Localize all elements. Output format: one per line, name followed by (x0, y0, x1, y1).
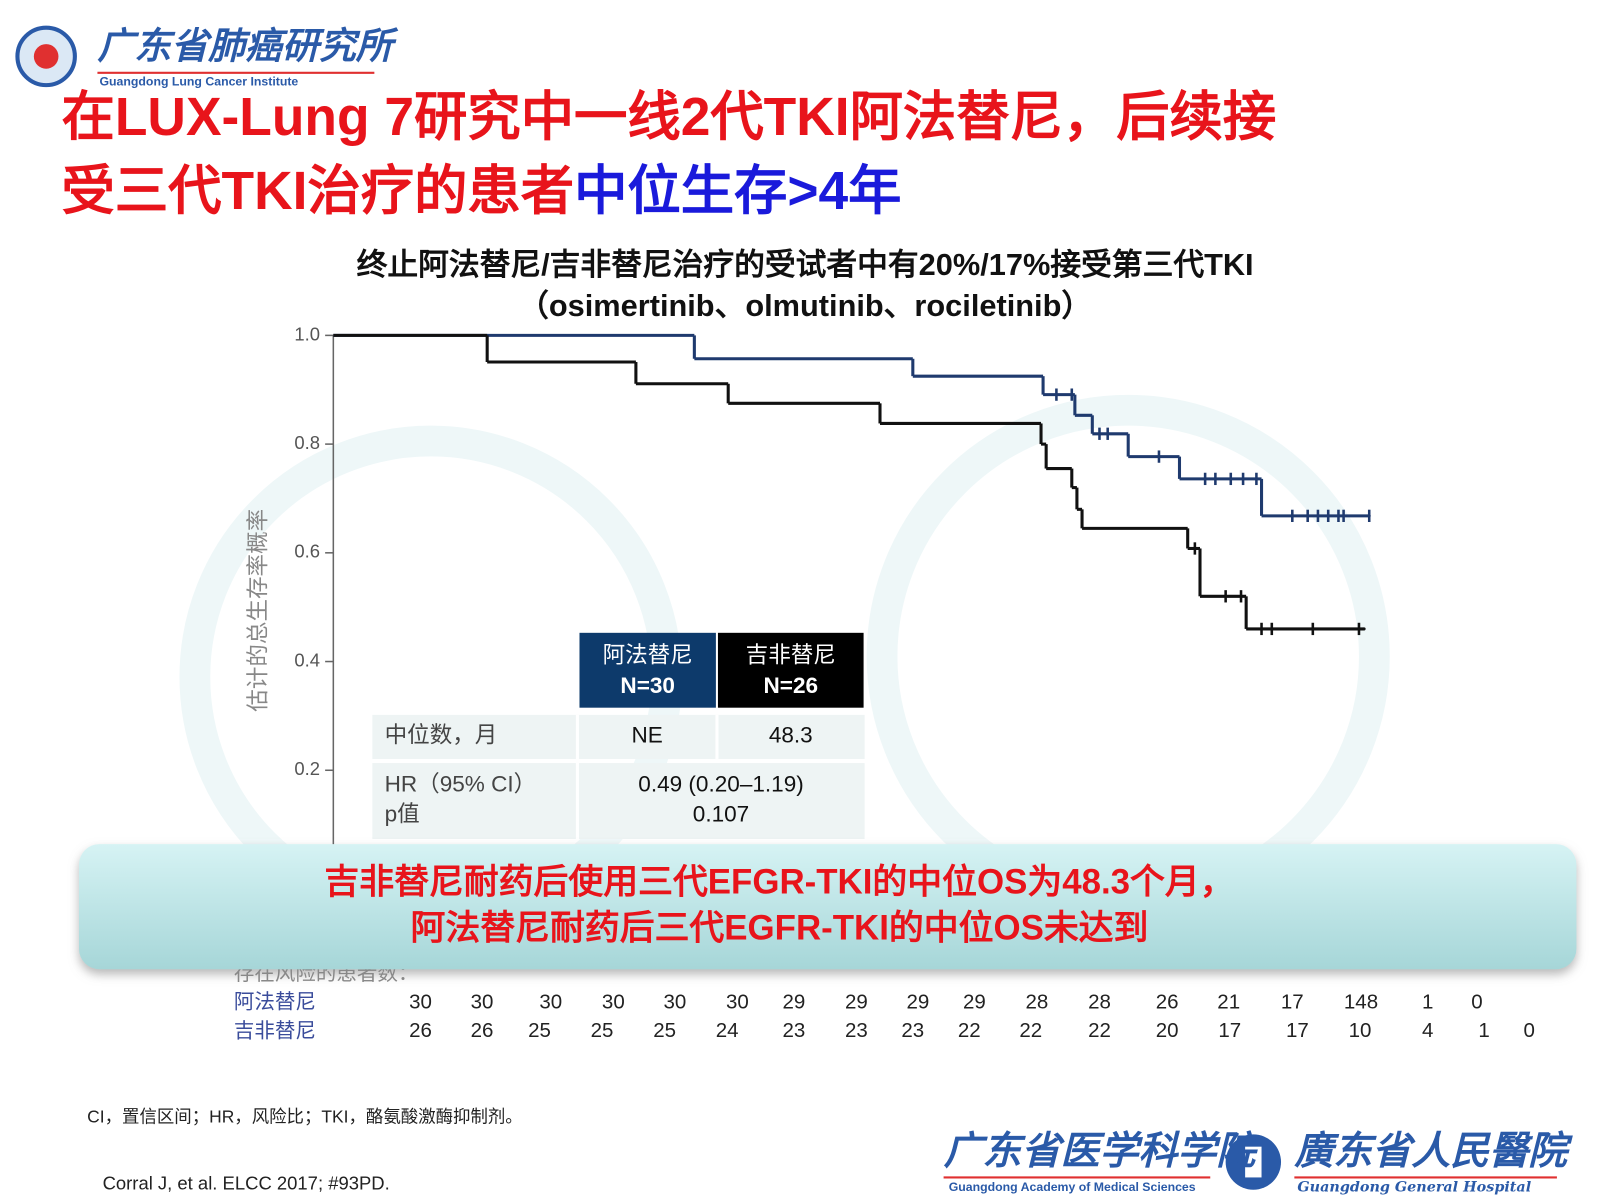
risk-count: 30 (471, 990, 494, 1013)
risk-count: 17 (1281, 990, 1304, 1013)
table-header-cell (717, 632, 864, 708)
y-tick-label: 0.8 (294, 432, 320, 453)
footer-org: 广东省医学科学院 (944, 1128, 1262, 1174)
logo (15, 25, 77, 88)
risk-count: 148 (1344, 990, 1378, 1013)
risk-count: 26 (1156, 990, 1179, 1013)
risk-count: 26 (471, 1019, 494, 1042)
risk-count: 29 (782, 990, 805, 1013)
table-header: N=30 (620, 673, 675, 698)
table-label: HR（95% CI） (385, 772, 537, 797)
risk-count: 0 (1471, 990, 1482, 1013)
risk-count: 20 (1156, 1019, 1179, 1042)
table-header-cell (579, 632, 716, 708)
callout-box (78, 844, 1577, 970)
risk-count: 23 (782, 1019, 805, 1042)
risk-count: 29 (907, 990, 930, 1013)
risk-count: 22 (1019, 1019, 1042, 1042)
logo-text: 广东省肺癌研究所 (97, 24, 398, 68)
table-header: 吉非替尼 (746, 642, 836, 668)
risk-count: 30 (663, 990, 686, 1013)
footnote: CI，置信区间；HR，风险比；TKI，酪氨酸激酶抑制剂。 (87, 1107, 523, 1127)
risk-count: 30 (539, 990, 562, 1013)
risk-count: 26 (409, 1019, 432, 1042)
footer-logo (1225, 1134, 1282, 1190)
chart-title: 终止阿法替尼/吉非替尼治疗的受试者中有20%/17%接受第三代TKI (357, 247, 1254, 282)
risk-count: 0 (1524, 1019, 1535, 1042)
table-label: p值 (385, 801, 420, 826)
table-cell: NE (632, 722, 663, 747)
y-axis-label: 估计的总生存率概率 (245, 509, 271, 712)
risk-count: 30 (602, 990, 625, 1013)
curve-end (1362, 627, 1366, 631)
y-tick-label: 0.6 (294, 541, 320, 562)
y-tick-label: 0.2 (294, 758, 320, 779)
risk-count: 4 (1422, 1019, 1433, 1042)
table-cell: 48.3 (769, 722, 813, 747)
risk-count: 30 (726, 990, 749, 1013)
citation: Corral J, et al. ELCC 2017; #93PD. (103, 1172, 390, 1193)
risk-count: 28 (1088, 990, 1111, 1013)
risk-count: 1 (1422, 990, 1433, 1013)
risk-count: 24 (716, 1019, 739, 1042)
chart-subtitle: （osimertinib、olmutinib、rociletinib） (518, 288, 1092, 323)
risk-count: 29 (963, 990, 986, 1013)
risk-count: 30 (409, 990, 432, 1013)
risk-count: 23 (845, 1019, 868, 1042)
risk-count: 17 (1286, 1019, 1309, 1042)
risk-label: 阿法替尼 (234, 990, 316, 1014)
footer-org-en: Guangdong Academy of Medical Sciences (949, 1180, 1196, 1194)
risk-count: 25 (653, 1019, 676, 1042)
risk-count: 10 (1349, 1019, 1372, 1042)
table-row (372, 714, 865, 759)
table-header: 阿法替尼 (603, 642, 693, 668)
risk-count: 17 (1218, 1019, 1241, 1042)
risk-count: 23 (901, 1019, 924, 1042)
table-label: 中位数，月 (385, 722, 498, 748)
table-cell: 0.49 (0.20–1.19) (638, 772, 803, 797)
callout-text: 吉非替尼耐药后使用三代EFGR-TKI的中位OS为48.3个月， (324, 862, 1234, 901)
logo-subtext: Guangdong Lung Cancer Institute (99, 74, 298, 88)
title-part: 受三代TKI治疗的患者 (62, 162, 575, 221)
risk-label: 吉非替尼 (234, 1018, 316, 1042)
footer-org: 廣东省人民醫院 (1293, 1128, 1573, 1174)
title: 受三代TKI治疗的患者中位生存>4年 (62, 162, 902, 221)
risk-count: 25 (591, 1019, 614, 1042)
risk-count: 21 (1217, 990, 1240, 1013)
footer-org-en: Guangdong General Hospital (1297, 1180, 1531, 1196)
y-tick-label: 1.0 (294, 323, 320, 344)
risk-count: 28 (1026, 990, 1049, 1013)
risk-count: 25 (528, 1019, 551, 1042)
risk-count: 22 (1088, 1019, 1111, 1042)
risk-count: 1 (1478, 1019, 1489, 1042)
title-part: 中位生存>4年 (574, 162, 901, 221)
table-row (372, 763, 865, 839)
callout-text: 阿法替尼耐药后三代EGFR-TKI的中位OS未达到 (411, 908, 1149, 947)
risk-count: 22 (958, 1019, 981, 1042)
table-cell: 0.107 (693, 801, 749, 826)
table-header: N=26 (764, 673, 819, 698)
title: 在LUX-Lung 7研究中一线2代TKI阿法替尼，后续接 (62, 88, 1277, 147)
y-tick-label: 0.4 (294, 649, 320, 670)
risk-count: 29 (845, 990, 868, 1013)
